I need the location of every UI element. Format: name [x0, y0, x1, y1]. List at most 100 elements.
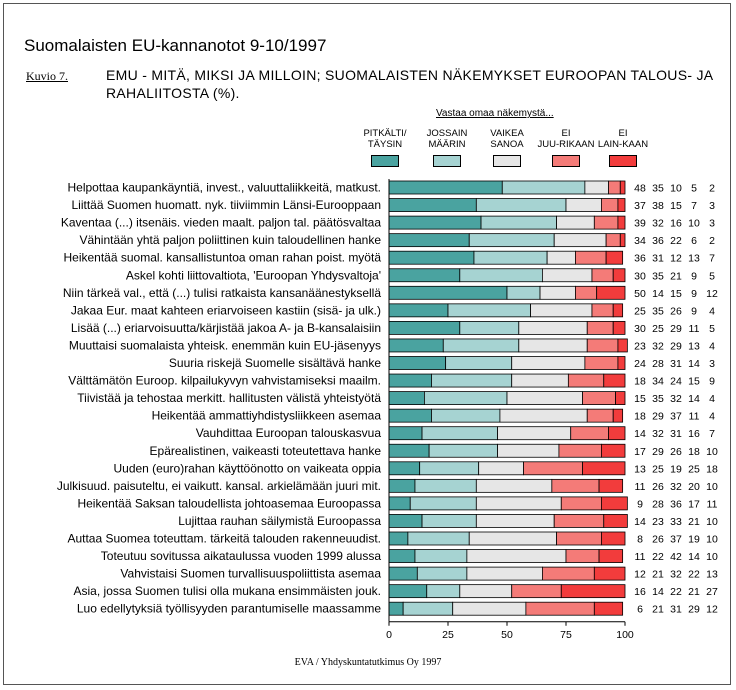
x-tick-label: 25	[442, 629, 454, 641]
legend-entry-label: EI LAIN-KAAN	[597, 128, 649, 150]
data-label: 25	[688, 463, 700, 475]
category-label: Auttaa Suomea toteuttam. tärkeitä taloud…	[67, 532, 381, 546]
bar-segment	[518, 338, 588, 353]
data-label: 21	[688, 516, 700, 528]
bar-segment	[431, 373, 513, 388]
data-label: 10	[706, 481, 718, 493]
data-label: 6	[691, 235, 697, 247]
data-label: 13	[706, 569, 718, 581]
legend-entry-label: VAIKEA SANOA	[490, 128, 524, 150]
bar-segment	[506, 285, 541, 300]
bar-segment	[601, 443, 626, 458]
data-label: 5	[709, 270, 715, 282]
data-label: 35	[652, 393, 664, 405]
bar-segment	[473, 250, 548, 265]
data-label: 14	[634, 428, 646, 440]
bar-segment	[551, 478, 600, 493]
data-label: 39	[634, 218, 646, 230]
data-label: 12	[634, 569, 646, 581]
data-label: 34	[652, 376, 664, 388]
bar-segment	[388, 233, 470, 248]
data-label: 30	[634, 323, 646, 335]
bar-segment	[452, 601, 527, 616]
data-label: 10	[706, 551, 718, 563]
data-label: 9	[637, 498, 643, 510]
category-label: Heikentää Saksan taloudellista johtoasem…	[77, 496, 381, 510]
legend-swatch	[371, 155, 399, 167]
bar-segment	[556, 531, 602, 546]
data-label: 26	[670, 305, 682, 317]
data-label: 31	[670, 428, 682, 440]
bar-segment	[598, 478, 624, 493]
data-label: 36	[652, 235, 664, 247]
bar-segment	[593, 601, 624, 616]
bar-segment	[593, 215, 619, 230]
legend-swatch	[493, 155, 521, 167]
data-label: 9	[691, 288, 697, 300]
data-label: 7	[709, 253, 715, 265]
bar-segment	[518, 320, 588, 335]
data-label: 9	[709, 376, 715, 388]
bar-segment	[468, 233, 555, 248]
data-label: 32	[652, 218, 664, 230]
bar-segment	[426, 584, 461, 599]
data-label: 21	[652, 604, 664, 616]
data-label: 10	[688, 218, 700, 230]
bar-segment	[466, 566, 543, 581]
bar-segment	[542, 268, 593, 283]
bar-segment	[388, 478, 416, 493]
data-label: 12	[706, 288, 718, 300]
bar-segment	[388, 461, 421, 476]
data-label: 25	[652, 323, 664, 335]
bar-segment	[511, 356, 586, 370]
bar-segment	[402, 601, 454, 616]
bar-segment	[388, 198, 477, 212]
data-label: 6	[637, 604, 643, 616]
bar-segment	[497, 426, 572, 441]
data-label: 3	[709, 218, 715, 230]
category-label: Vauhdittaa Euroopan talouskasvua	[196, 426, 382, 440]
data-label: 37	[670, 534, 682, 546]
bar-segment	[388, 303, 449, 318]
category-label: Kaventaa (...) itsenäis. vieden maalt. p…	[61, 216, 382, 230]
data-label: 11	[689, 323, 700, 335]
category-label: Luo edellytyksiä työllisyyden parantumis…	[77, 602, 381, 616]
bar-segment	[409, 496, 477, 511]
chart-subtitle: EMU - MITÄ, MIKSI JA MILLOIN; SUOMALAIST…	[106, 67, 713, 101]
data-label: 14	[634, 516, 646, 528]
bar-segment	[407, 531, 470, 546]
bar-segment	[388, 496, 411, 511]
category-label: Tiivistää ja tehostaa merkitt. hallitust…	[77, 391, 381, 405]
category-label: Vähintään yhtä paljon poliittinen kuin t…	[79, 233, 381, 247]
data-label: 16	[688, 428, 700, 440]
data-label: 38	[652, 200, 664, 212]
bar-segment	[388, 549, 416, 563]
data-label: 12	[706, 604, 718, 616]
category-label: Uuden (euro)rahan käyttöönotto on vaikea…	[113, 461, 381, 475]
data-label: 5	[709, 323, 715, 335]
bar-segment	[567, 373, 605, 388]
bar-segment	[558, 443, 602, 458]
data-label: 19	[670, 463, 682, 475]
legend-entry-label: EI JUU-RIKAAN	[537, 128, 595, 150]
data-label: 2	[709, 183, 715, 195]
data-label: 21	[670, 270, 682, 282]
data-label: 15	[634, 393, 646, 405]
bar-segment	[575, 250, 607, 265]
bar-segment	[447, 303, 531, 318]
bar-segment	[605, 233, 621, 248]
bar-segment	[388, 426, 423, 441]
bar-segment	[475, 496, 562, 511]
bar-segment	[619, 180, 626, 195]
bar-segment	[421, 426, 498, 441]
data-label: 17	[634, 446, 646, 458]
bar-segment	[570, 426, 609, 441]
category-label: Epärealistinen, vaikeasti toteutettava h…	[150, 444, 382, 458]
data-label: 48	[634, 183, 646, 195]
category-label: Lisää (...) eriarvoisuutta/kärjistää jak…	[71, 321, 381, 335]
data-label: 14	[688, 551, 700, 563]
data-label: 28	[652, 358, 664, 370]
bar-segment	[388, 566, 418, 581]
data-label: 24	[634, 358, 646, 370]
